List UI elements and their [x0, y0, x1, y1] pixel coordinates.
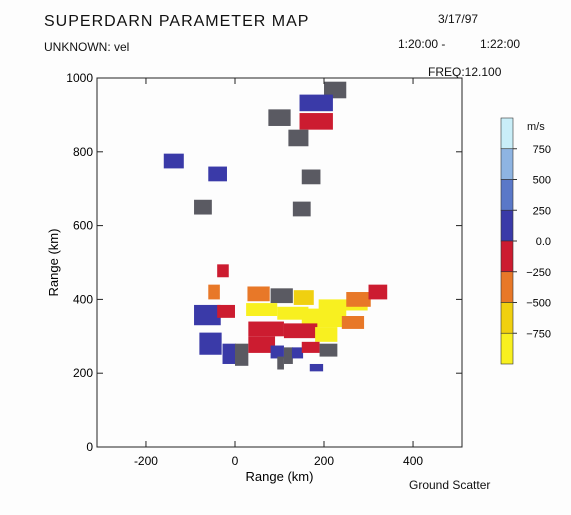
data-cells	[163, 81, 388, 372]
x-tick-label: 0	[232, 454, 239, 468]
data-cell	[277, 356, 284, 370]
data-cell	[222, 343, 236, 364]
colorbar-bin	[500, 179, 514, 211]
data-cell	[291, 347, 304, 359]
colorbar-bin	[500, 148, 514, 180]
x-tick-label: 400	[403, 454, 423, 468]
data-cell	[268, 109, 291, 126]
time-end-label: 1:22:00	[480, 37, 521, 51]
x-axis-label: Range (km)	[246, 469, 314, 484]
frequency-label: FREQ:12.100	[428, 65, 502, 79]
data-cell	[346, 292, 371, 307]
data-cell	[194, 304, 221, 326]
data-cell	[309, 363, 324, 372]
y-tick-label: 600	[73, 219, 93, 233]
y-tick-label: 0	[86, 440, 93, 454]
colorbar-tick-label: 250	[533, 205, 551, 217]
x-axis: -200 0 200 400	[134, 78, 423, 468]
data-cell	[277, 306, 309, 320]
data-cell	[163, 153, 184, 169]
colorbar-bin	[500, 209, 514, 242]
ground-scatter-label: Ground Scatter	[409, 478, 491, 492]
data-cell	[283, 347, 293, 364]
plot-frame	[96, 77, 463, 448]
data-cell	[246, 303, 278, 317]
colorbar-tick-label: 500	[533, 175, 551, 187]
data-cell	[283, 323, 318, 339]
data-cell	[217, 264, 229, 278]
data-cell	[315, 327, 338, 342]
time-start-label: 1:20:00 -	[398, 37, 446, 51]
map-title: SUPERDARN PARAMETER MAP	[44, 13, 310, 30]
data-cell	[270, 288, 293, 304]
data-cell	[248, 321, 284, 337]
data-cell	[324, 81, 347, 99]
y-tick-label: 200	[73, 366, 93, 380]
colorbar-tick-label: −250	[526, 267, 551, 279]
colorbar-tick-label: −500	[526, 298, 551, 310]
x-tick-label: -200	[134, 454, 158, 468]
colorbar-bin	[500, 332, 514, 365]
y-tick-label: 1000	[66, 71, 93, 85]
data-cell	[208, 284, 220, 300]
colorbar-bin	[500, 117, 514, 150]
data-cell	[341, 316, 365, 329]
data-cell	[299, 94, 333, 112]
colorbar: 750 500 250 0.0 −250 −500 −750	[500, 117, 551, 365]
data-cell	[234, 343, 249, 366]
data-cell	[299, 113, 333, 130]
data-cell	[199, 332, 222, 355]
data-cell	[318, 299, 368, 311]
data-cell	[208, 166, 227, 182]
data-cell	[368, 284, 388, 300]
colorbar-tick-label: −750	[526, 328, 551, 340]
y-axis: 0 200 400 600 800 1000	[66, 71, 462, 454]
data-cell	[248, 336, 276, 353]
y-tick-label: 400	[73, 292, 93, 306]
colorbar-bin	[500, 240, 514, 273]
date-label: 3/17/97	[438, 12, 479, 26]
colorbar-unit: m/s	[527, 121, 545, 133]
colorbar-bin	[500, 271, 514, 303]
data-cell	[301, 341, 320, 353]
data-cell	[293, 290, 314, 305]
data-cell	[247, 286, 270, 302]
colorbar-tick-label: 750	[533, 144, 551, 156]
y-tick-label: 800	[73, 145, 93, 159]
parameter-subtitle: UNKNOWN: vel	[44, 40, 130, 54]
colorbar-tick-label: 0.0	[536, 236, 551, 248]
data-cell	[319, 343, 338, 357]
data-cell	[301, 308, 347, 328]
data-cell	[292, 201, 311, 217]
colorbar-bin	[500, 302, 514, 334]
data-cell	[217, 304, 235, 318]
x-tick-label: 200	[314, 454, 334, 468]
data-cell	[270, 345, 284, 359]
data-cell	[194, 199, 212, 215]
data-cell	[301, 169, 321, 185]
data-cell	[288, 129, 309, 147]
y-axis-label: Range (km)	[46, 229, 61, 297]
